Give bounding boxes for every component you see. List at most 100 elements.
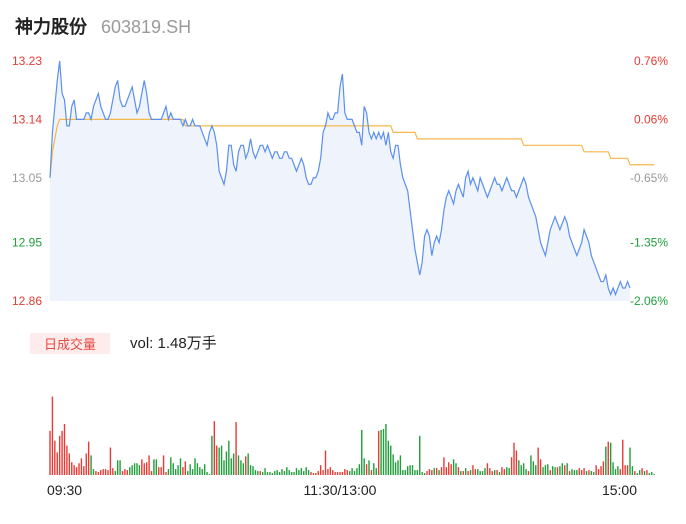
volume-bar bbox=[542, 467, 544, 475]
volume-bar bbox=[588, 470, 590, 475]
volume-bar bbox=[537, 447, 539, 475]
volume-bar bbox=[617, 466, 619, 475]
volume-bar bbox=[438, 470, 440, 475]
volume-bar bbox=[404, 470, 406, 475]
price-line-path bbox=[49, 60, 631, 297]
volume-bar bbox=[158, 467, 160, 475]
volume-bar bbox=[97, 472, 100, 475]
price-line bbox=[49, 60, 631, 297]
price-tick-label: 12.95 bbox=[12, 236, 42, 250]
volume-bar bbox=[346, 470, 348, 475]
volume-bar bbox=[387, 440, 390, 475]
volume-bar bbox=[348, 471, 351, 475]
volume-bar bbox=[551, 466, 554, 475]
volume-bar bbox=[428, 469, 431, 475]
volume-bar bbox=[580, 470, 583, 475]
volume-bar bbox=[532, 461, 535, 475]
volume-bar bbox=[199, 467, 201, 475]
volume-bar bbox=[315, 473, 317, 475]
volume-bar bbox=[421, 472, 423, 475]
volume-bar bbox=[165, 472, 167, 475]
stock-header: 神力股份 603819.SH bbox=[15, 13, 191, 39]
volume-bar bbox=[605, 446, 607, 475]
volume-bar bbox=[568, 471, 571, 475]
volume-bar bbox=[49, 430, 51, 475]
volume-bar bbox=[602, 461, 605, 475]
volume-bar bbox=[373, 463, 375, 475]
volume-bar bbox=[435, 468, 438, 475]
volume-bar bbox=[631, 466, 634, 475]
volume-bar bbox=[119, 460, 121, 475]
volume-bar bbox=[107, 470, 109, 475]
price-tick-label: 13.05 bbox=[12, 171, 42, 185]
volume-bar bbox=[440, 467, 443, 475]
volume-bar bbox=[310, 472, 312, 475]
volume-bar bbox=[51, 396, 54, 475]
volume-bar bbox=[530, 455, 532, 475]
volume-bar bbox=[194, 458, 196, 475]
volume-bar bbox=[443, 457, 445, 475]
percent-tick-label: -1.35% bbox=[630, 236, 668, 250]
volume-bar bbox=[457, 467, 460, 475]
volume-bar bbox=[160, 467, 162, 475]
stock-name: 神力股份 bbox=[15, 17, 87, 37]
volume-bar bbox=[92, 469, 95, 475]
volume-bar bbox=[626, 465, 629, 475]
volume-bar bbox=[201, 469, 203, 475]
volume-bar bbox=[448, 462, 450, 475]
price-tick-label: 12.86 bbox=[12, 294, 42, 308]
volume-bar bbox=[73, 465, 75, 475]
volume-bar bbox=[261, 472, 264, 475]
volume-bar bbox=[155, 459, 158, 475]
volume-bar bbox=[431, 470, 433, 475]
volume-bar bbox=[254, 470, 257, 475]
volume-bar bbox=[561, 463, 564, 475]
volume-bar bbox=[276, 470, 278, 475]
volume-bar bbox=[559, 466, 561, 475]
volume-bar bbox=[172, 463, 174, 475]
price-tick-label: 13.23 bbox=[12, 54, 42, 68]
volume-bar bbox=[510, 457, 513, 475]
volume-bar bbox=[307, 470, 310, 475]
time-tick-label: 09:30 bbox=[47, 482, 82, 498]
volume-bar bbox=[153, 459, 155, 475]
volume-bar bbox=[290, 472, 293, 475]
volume-bar bbox=[380, 429, 382, 475]
volume-bar bbox=[112, 468, 114, 475]
volume-bar bbox=[414, 470, 416, 475]
volume-bar bbox=[544, 465, 547, 475]
volume-bar bbox=[58, 435, 61, 475]
volume-bar bbox=[469, 470, 472, 475]
volume-bar bbox=[643, 471, 646, 475]
volume-bar bbox=[648, 473, 651, 475]
volume-bar bbox=[85, 453, 87, 475]
volume-bar bbox=[484, 468, 486, 475]
volume-bar bbox=[455, 463, 457, 475]
volume-bar bbox=[245, 456, 247, 475]
percent-tick-label: -2.06% bbox=[630, 294, 668, 308]
average-price-line bbox=[49, 118, 655, 178]
volume-bar bbox=[303, 471, 305, 475]
volume-bar bbox=[402, 470, 404, 475]
volume-bar bbox=[211, 435, 213, 475]
volume-bar bbox=[129, 467, 131, 475]
volume-bar bbox=[339, 472, 341, 475]
volume-bar bbox=[213, 421, 216, 475]
volume-bar bbox=[196, 463, 199, 475]
volume-bar bbox=[622, 439, 624, 475]
volume-bar bbox=[327, 469, 329, 475]
volume-bar bbox=[317, 471, 319, 475]
volume-bar bbox=[518, 460, 520, 475]
volume-bar bbox=[319, 465, 322, 475]
volume-bar bbox=[150, 471, 153, 475]
volume-bar bbox=[646, 470, 648, 475]
average-line bbox=[49, 118, 655, 178]
time-axis-labels: 09:30 11:30/13:00 15:00 bbox=[47, 482, 637, 498]
volume-bar bbox=[585, 471, 588, 475]
volume-bar bbox=[651, 472, 653, 475]
volume-bar bbox=[300, 468, 303, 475]
volume-bar bbox=[271, 473, 274, 475]
volume-bar bbox=[450, 464, 452, 475]
volume-bar bbox=[148, 455, 150, 475]
volume-bar bbox=[104, 469, 107, 475]
